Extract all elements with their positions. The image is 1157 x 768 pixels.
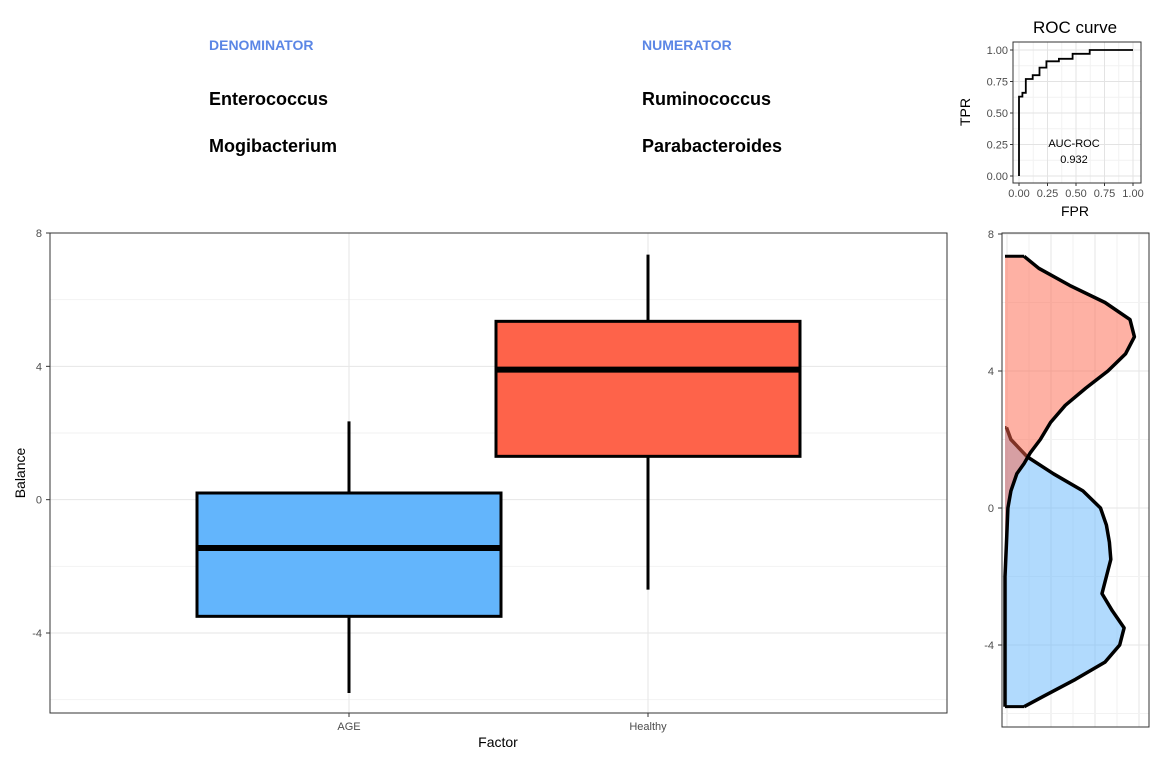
roc-auc-value: 0.932 xyxy=(1060,154,1088,166)
roc-x-axis-title: FPR xyxy=(1061,203,1089,219)
roc-x-tick-label: 1.00 xyxy=(1122,188,1143,200)
roc-y-tick-label: 0.00 xyxy=(987,171,1008,183)
roc-title: ROC curve xyxy=(1033,18,1117,37)
roc-x-tick-label: 0.50 xyxy=(1065,188,1086,200)
numerator-taxon-2: Parabacteroides xyxy=(642,136,783,156)
roc-x-tick-label: 0.00 xyxy=(1008,188,1029,200)
roc-y-tick-label: 1.00 xyxy=(987,45,1008,57)
density-y-tick-label: 4 xyxy=(988,366,994,378)
denominator-header: DENOMINATOR xyxy=(209,37,314,53)
boxplot-x-tick-label: Healthy xyxy=(629,721,667,733)
density-y-tick-label: -4 xyxy=(984,640,994,652)
numerator-header: NUMERATOR xyxy=(642,37,732,53)
boxplot-y-tick-label: 4 xyxy=(36,361,42,373)
roc-y-tick-label: 0.50 xyxy=(987,108,1008,120)
density-area xyxy=(1005,256,1135,707)
density-curve xyxy=(1004,426,1126,709)
roc-curve-line xyxy=(1018,49,1133,176)
density-y-tick-label: 8 xyxy=(988,229,994,241)
density-curve xyxy=(1003,254,1137,707)
denominator-taxon-2: Mogibacterium xyxy=(209,136,338,156)
boxplot-x-tick-label: AGE xyxy=(337,721,360,733)
numerator-taxon-1: Ruminococcus xyxy=(642,89,772,109)
boxplot-border xyxy=(49,232,948,714)
boxplot-y-tick-label: -4 xyxy=(32,628,42,640)
boxplot-box xyxy=(195,491,503,618)
roc-y-tick-label: 0.25 xyxy=(987,140,1008,152)
boxplot-y-tick-label: 0 xyxy=(36,495,42,507)
boxplot-box xyxy=(494,319,802,458)
roc-y-tick-label: 0.75 xyxy=(987,77,1008,89)
denominator-taxon-1: Enterococcus xyxy=(209,89,329,109)
roc-x-tick-label: 0.75 xyxy=(1094,188,1115,200)
boxplot-y-tick-label: 8 xyxy=(36,228,42,240)
density-border xyxy=(1001,232,1150,728)
boxplot-y-axis-title: Balance xyxy=(12,447,28,498)
boxplot-x-axis-title: Factor xyxy=(478,734,518,750)
density-y-tick-label: 0 xyxy=(988,503,994,515)
density-area xyxy=(1005,427,1125,707)
roc-x-tick-label: 0.25 xyxy=(1037,188,1058,200)
roc-auc-label: AUC-ROC xyxy=(1048,138,1099,150)
roc-y-axis-title: TPR xyxy=(957,98,973,126)
